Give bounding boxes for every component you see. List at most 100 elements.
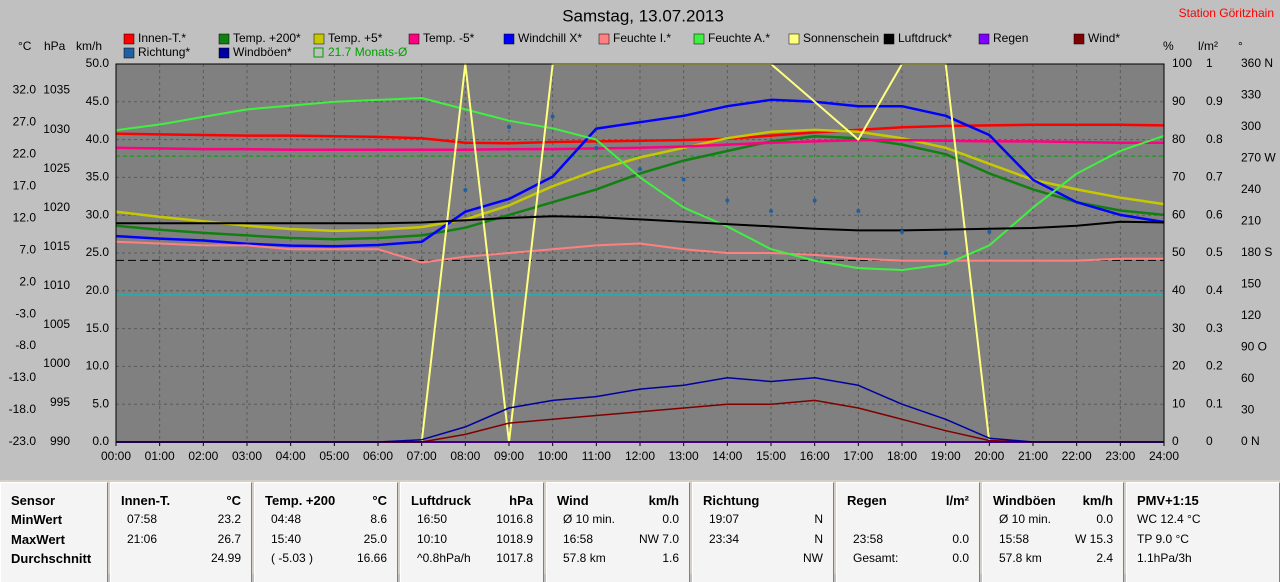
panel-cell: MinWert: [11, 512, 63, 527]
legend-label: Luftdruck*: [898, 31, 952, 45]
y-tick-label: -3.0: [15, 306, 36, 320]
y-tick-label: 90 O: [1241, 340, 1267, 354]
panel-header: Wind km/h: [557, 493, 679, 508]
direction-dot: [638, 167, 642, 171]
y-tick-label: 120: [1241, 308, 1261, 322]
direction-dot: [550, 114, 555, 119]
y-tick-label: 0.9: [1206, 94, 1223, 108]
x-tick-label: 15:00: [756, 449, 786, 463]
x-tick-label: 21:00: [1018, 449, 1048, 463]
panel-header: Temp. +200 °C: [265, 493, 387, 508]
stats-panel: Innen-T. °C 07:58 23.2 21:06 26.7 24.99: [110, 482, 252, 582]
y-tick-label: -23.0: [9, 434, 37, 448]
y-tick-label: 60: [1172, 207, 1186, 221]
station: Station Göritzhain: [1179, 6, 1274, 20]
y-tick-label: 0 N: [1241, 434, 1260, 448]
panel-row: ( -5.03 ) 16.66: [265, 551, 387, 569]
x-tick-label: 10:00: [538, 449, 568, 463]
panel-title: Richtung: [703, 493, 760, 508]
y-tick-label: 30: [1172, 321, 1186, 335]
y-tick-label: 360 N: [1241, 56, 1273, 70]
legend-swatch: [313, 33, 325, 45]
y-tick-label: 180 S: [1241, 245, 1272, 259]
panel-cell: 16:58: [563, 531, 594, 546]
x-tick-label: 12:00: [625, 449, 655, 463]
panel-row: 21:06 26.7: [121, 532, 241, 550]
plot-border: [115, 63, 1165, 443]
legend-label: Temp. -5*: [423, 31, 475, 45]
x-tick-label: 18:00: [887, 449, 917, 463]
panel-unit: km/h: [648, 493, 679, 508]
panel-cell: 19:07: [709, 512, 740, 526]
panel-cell: 15:58: [999, 531, 1030, 546]
series-line: [115, 123, 1165, 145]
panel-row: ^0.8hPa/h 1017.8: [411, 551, 533, 569]
stats-panel: Luftdruck hPa 16:50 1016.8 10:10 1018.9 ^0.8hP…: [400, 482, 544, 582]
axis-unit: %: [1163, 39, 1174, 53]
panel-unit: l/m²: [945, 493, 969, 508]
panel-header: Innen-T. °C: [121, 493, 241, 508]
panel-header: Richtung: [703, 493, 823, 508]
panel-row: 07:58 23.2: [121, 512, 241, 530]
x-tick-label: 23:00: [1105, 449, 1135, 463]
panel-cell: 24.99: [210, 551, 241, 565]
series-line: [116, 215, 1165, 232]
y-tick-label: 80: [1172, 132, 1186, 146]
y-tick-label: 20: [1172, 359, 1186, 373]
panel-cell: WC 12.4 °C: [1137, 512, 1201, 526]
panel-header: PMV+1:15: [1137, 493, 1269, 508]
x-tick-label: 17:00: [843, 449, 873, 463]
axis-unit: °: [1238, 39, 1243, 53]
y-tick-label: 995: [50, 395, 70, 409]
y-tick-label: 1015: [43, 239, 70, 253]
direction-dot: [943, 251, 948, 255]
x-tick-label: 24:00: [1149, 449, 1179, 463]
direction-dot: [507, 125, 511, 129]
legend-label: Innen-T.*: [138, 31, 186, 45]
panel-row: 24.99: [121, 551, 241, 569]
panel-cell: 16:50: [417, 512, 448, 526]
panel-row: MaxWert: [11, 532, 97, 550]
chart-title: Samstag, 13.07.2013: [562, 6, 724, 25]
panel-row: 16:58 NW 7.0: [557, 532, 679, 550]
series-line: [115, 138, 1164, 151]
panel-row: 57.8 km 1.6: [557, 551, 679, 569]
legend-swatch: [1073, 33, 1085, 45]
direction-dot: [594, 146, 599, 150]
panel-cell: 26.7: [217, 531, 241, 546]
legend-label: 21.7 Monats-Ø: [328, 45, 407, 59]
y-tick-label: 15.0: [86, 321, 110, 335]
panel-cell: 1016.8: [496, 512, 533, 526]
panel-cell: 04:48: [271, 512, 302, 526]
panel-title: Sensor: [11, 493, 56, 508]
panel-row: Ø 10 min. 0.0: [993, 512, 1113, 530]
panel-row: 19:07 N: [703, 512, 823, 530]
panel-cell: N: [814, 512, 823, 526]
panel-title: Innen-T.: [121, 493, 171, 508]
panel-cell: 21:06: [127, 531, 158, 546]
panel-cell: 8.6: [370, 512, 387, 526]
direction-dot: [725, 198, 730, 203]
legend-label: Temp. +200*: [233, 31, 301, 45]
direction-dot: [463, 188, 468, 192]
panel-cell: TP 9.0 °C: [1137, 531, 1189, 546]
y-tick-label: 0.3: [1206, 321, 1223, 335]
panel-cell: 1017.8: [496, 551, 533, 565]
y-tick-label: 7.0: [19, 242, 36, 256]
y-tick-label: -13.0: [9, 370, 37, 384]
panel-cell: ( -5.03 ): [271, 551, 314, 565]
panel-cell: 23:58: [853, 531, 884, 546]
legend-label: Sonnenschein: [803, 31, 879, 45]
axis-unit: l/m²: [1198, 39, 1218, 53]
legend-swatch: [123, 47, 135, 59]
y-tick-label: 40: [1172, 283, 1186, 297]
chart: Samstag, 13.07.2013 Station Göritzhain 0…: [8, 6, 1277, 464]
legend-swatch: [503, 33, 515, 45]
panel-unit: °C: [372, 493, 387, 508]
direction-dot: [681, 177, 686, 182]
y-tick-label: -8.0: [15, 338, 36, 352]
legend-swatch: [123, 33, 135, 45]
x-tick-label: 00:00: [101, 449, 131, 463]
legend-swatch: [788, 33, 800, 45]
panel-cell: MaxWert: [11, 531, 65, 547]
